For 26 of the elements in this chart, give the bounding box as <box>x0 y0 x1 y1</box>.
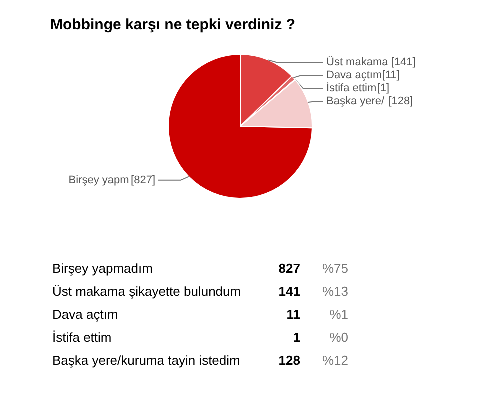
text: %13 <box>322 284 349 299</box>
data-label: [827] <box>131 174 156 186</box>
data-label: [128] <box>388 96 414 108</box>
text: %1 <box>330 307 349 322</box>
data-label: [141] <box>391 56 416 68</box>
data-label: [11] <box>382 70 400 82</box>
text: 128 <box>278 353 301 368</box>
slice-label: Başka yere/ <box>326 96 386 108</box>
text: 141 <box>278 284 301 299</box>
text: %75 <box>322 261 349 276</box>
text: %12 <box>322 353 349 368</box>
text: 827 <box>278 261 301 276</box>
slice-label: Üst makama <box>326 56 390 68</box>
text: 1 <box>293 330 301 345</box>
slice-label: İstifa ettim <box>326 82 377 94</box>
text: Dava açtım <box>52 307 118 322</box>
data-label: [1] <box>377 82 390 94</box>
text: Başka yere/kuruma tayin istedim <box>52 353 240 368</box>
chart-title: Mobbinge karşı ne tepki verdiniz ? <box>50 16 296 34</box>
slice-label: Birşey yapm <box>68 174 130 186</box>
text: Birşey yapmadım <box>52 261 153 276</box>
text: 11 <box>286 307 301 322</box>
slice-label: Dava açtım <box>326 70 382 82</box>
text: %0 <box>330 330 349 345</box>
text: Üst makama şikayette bulundum <box>52 284 242 299</box>
text: İstifa ettim <box>52 330 112 345</box>
